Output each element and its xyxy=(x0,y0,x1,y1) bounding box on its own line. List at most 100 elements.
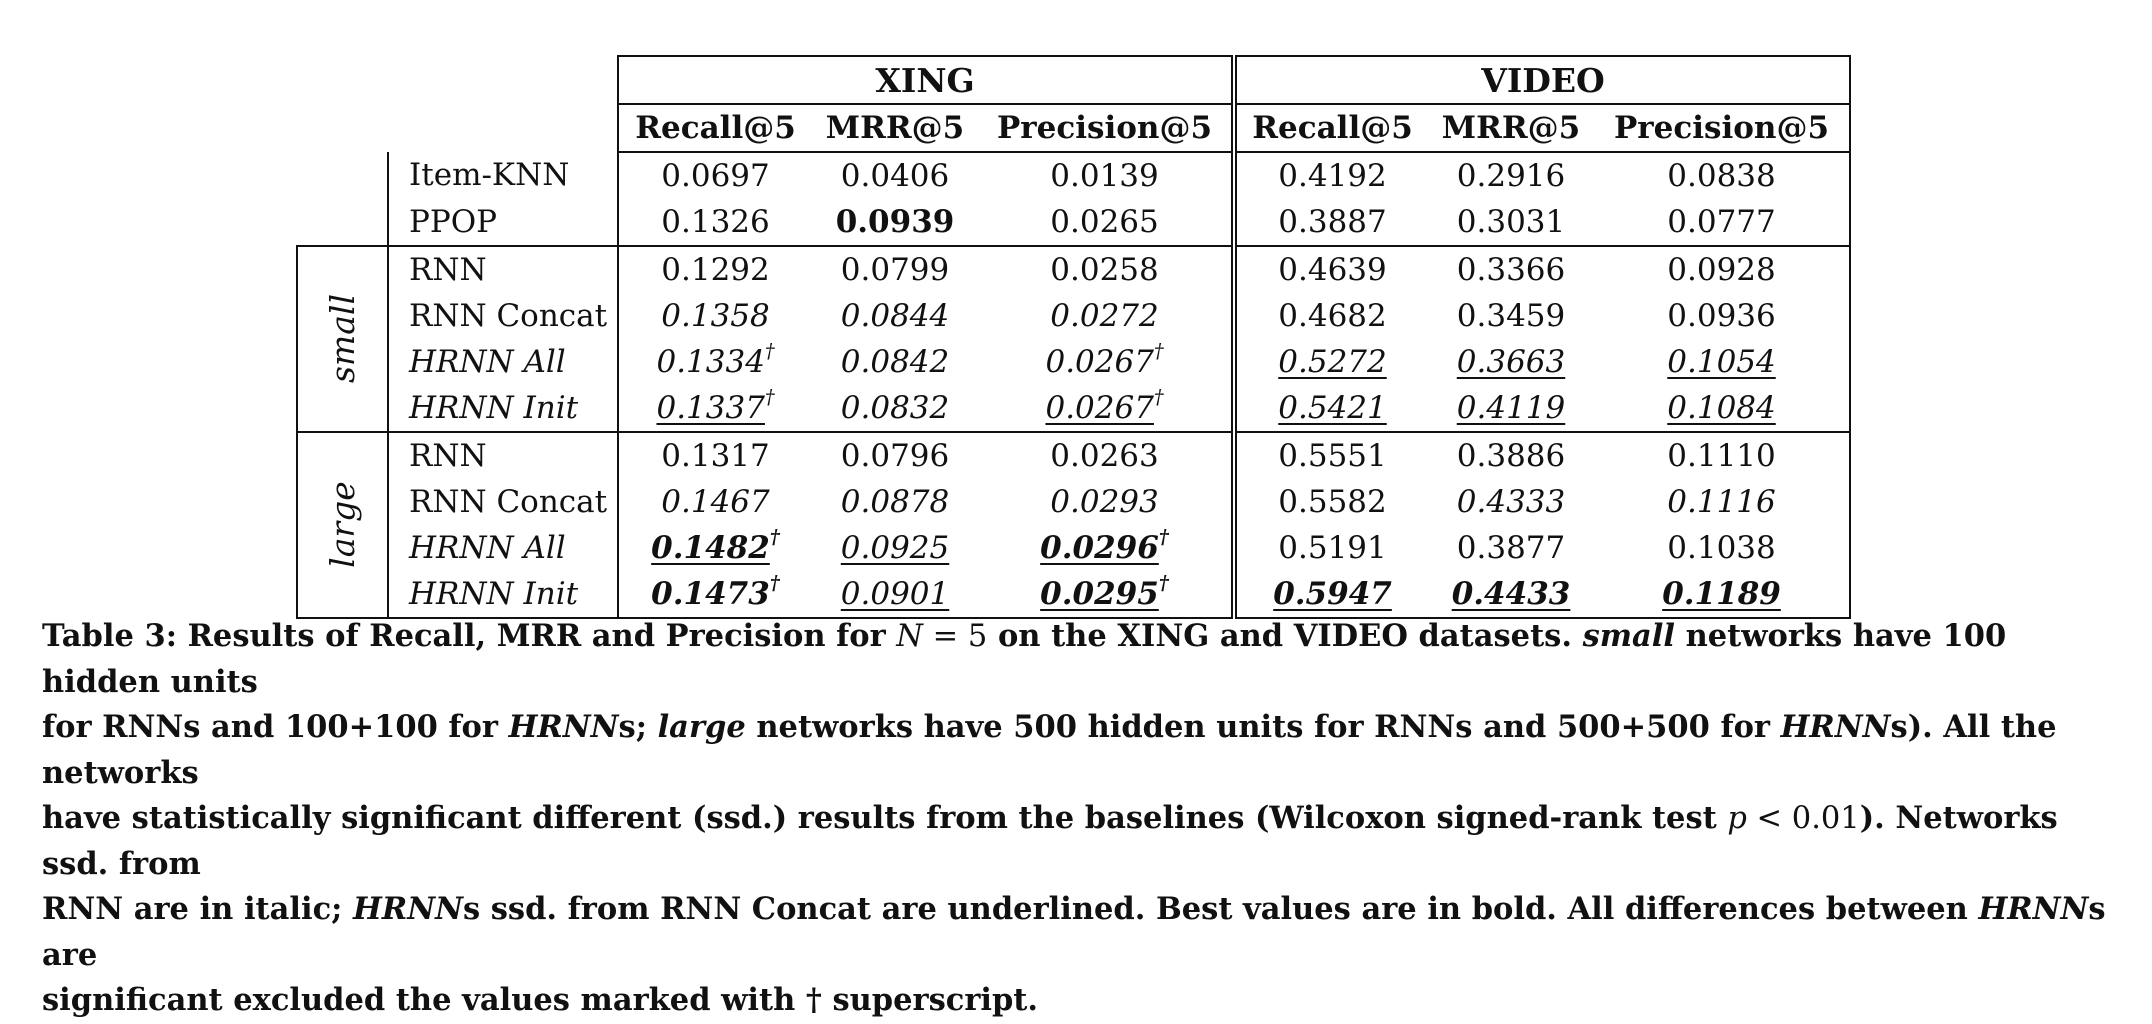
metric-header: Recall@5 xyxy=(1231,104,1429,153)
table-cell: 0.5421 xyxy=(1231,385,1429,432)
table-cell: 0.1038 xyxy=(1594,525,1852,571)
table-cell: 0.0844 xyxy=(840,297,950,334)
table-cell: 0.4639 xyxy=(1231,245,1429,293)
table-cell: 0.0139 xyxy=(1050,157,1159,194)
table-cell: 0.0936 xyxy=(1594,293,1852,339)
table-cell: 0.0878 xyxy=(840,483,950,520)
table-cell: 0.0832 xyxy=(840,389,950,426)
dataset-header-video: VIDEO xyxy=(1231,55,1852,105)
table-cell: 0.4119 xyxy=(1456,389,1566,426)
table-cell: 0.0267† xyxy=(1045,385,1164,426)
table-cell: 0.0406 xyxy=(840,157,950,194)
table-row: HRNN All 0.1334† 0.0842 0.0267† 0.5272 0… xyxy=(297,339,1852,385)
table-cell: 0.4333 xyxy=(1456,483,1566,520)
table-cell: 0.0296† xyxy=(1040,525,1169,566)
metric-header: Recall@5 xyxy=(617,104,813,153)
dataset-header-xing: XING xyxy=(617,55,1235,105)
metric-header: MRR@5 xyxy=(1428,104,1595,153)
table-cell: 0.0263 xyxy=(978,431,1235,479)
table-cell: 0.1337† xyxy=(617,385,813,432)
table-row: RNN Concat 0.1467 0.0878 0.0293 0.5582 0… xyxy=(297,479,1852,525)
row-label: PPOP xyxy=(387,199,619,246)
table-cell: 0.3877 xyxy=(1456,529,1566,566)
group-label-large: large xyxy=(295,431,389,619)
row-label: RNN Concat xyxy=(387,479,619,525)
table-row: HRNN All 0.1482† 0.0925 0.0296† 0.5191 0… xyxy=(297,525,1852,571)
metric-header: MRR@5 xyxy=(812,104,979,153)
row-label: HRNN All xyxy=(387,525,619,571)
table-cell: 0.0267† xyxy=(1045,339,1164,380)
table-cell: 0.0293 xyxy=(1050,483,1159,520)
row-label: Item-KNN xyxy=(387,152,619,199)
table-cell: 0.1334† xyxy=(617,339,813,385)
metric-header: Precision@5 xyxy=(1594,104,1852,153)
dagger-mark: † xyxy=(769,525,780,549)
row-label: HRNN All xyxy=(387,339,619,385)
table-row: Item-KNN 0.0697 0.0406 0.0139 0.4192 0.2… xyxy=(297,152,1852,199)
table-cell: 0.1358 xyxy=(617,293,813,339)
table-cell: 0.1084 xyxy=(1594,385,1852,432)
table-cell: 0.0939 xyxy=(835,203,955,240)
table-cell: 0.0265 xyxy=(1050,203,1159,240)
row-label: RNN xyxy=(387,245,619,293)
table-cell: 0.0928 xyxy=(1594,245,1852,293)
table-cell: 0.3366 xyxy=(1428,245,1595,293)
table-cell: 0.0258 xyxy=(978,245,1235,293)
table-cell: 0.1116 xyxy=(1594,479,1852,525)
table-cell: 0.4682 xyxy=(1231,293,1429,339)
table-cell: 0.1473† xyxy=(617,571,813,619)
results-table: XING VIDEO Recall@5 MRR@5 Precision@5 Re… xyxy=(295,55,1852,619)
row-label: RNN xyxy=(387,431,619,479)
table-caption: Table 3: Results of Recall, MRR and Prec… xyxy=(42,618,2106,1018)
table-cell: 0.0796 xyxy=(812,431,979,479)
table-cell: 0.1317 xyxy=(617,431,813,479)
table-cell: 0.1110 xyxy=(1594,431,1852,479)
table-cell: 0.2916 xyxy=(1456,157,1566,194)
dagger-mark: † xyxy=(764,385,775,409)
table-cell: 0.0838 xyxy=(1594,152,1852,199)
table-row: HRNN Init 0.1473† 0.0901 0.0295† 0.5947 … xyxy=(297,571,1852,619)
dagger-mark: † xyxy=(769,571,780,595)
table-cell: 0.5551 xyxy=(1231,431,1429,479)
table-cell: 0.3663 xyxy=(1456,343,1566,380)
table-cell: 0.1189 xyxy=(1594,571,1852,619)
table-cell: 0.5272 xyxy=(1231,339,1429,385)
table-cell: 0.3031 xyxy=(1456,203,1566,240)
table-row: PPOP 0.1326 0.0939 0.0265 0.3887 0.3031 … xyxy=(297,199,1852,246)
table-cell: 0.5191 xyxy=(1231,525,1429,571)
metric-header: Precision@5 xyxy=(978,104,1235,153)
group-label-small: small xyxy=(295,245,389,433)
row-label: HRNN Init xyxy=(387,385,619,432)
table-cell: 0.3886 xyxy=(1428,431,1595,479)
table-row: large RNN 0.1317 0.0796 0.0263 0.5551 0.… xyxy=(295,431,1852,619)
dagger-mark: † xyxy=(1153,339,1164,363)
table-cell: 0.0842 xyxy=(840,343,950,380)
dagger-mark: † xyxy=(1158,571,1169,595)
table-cell: 0.4192 xyxy=(1231,152,1429,199)
table-cell: 0.0925 xyxy=(840,529,950,566)
dagger-mark: † xyxy=(1158,525,1169,549)
table-cell: 0.1482† xyxy=(617,525,813,571)
table-cell: 0.0272 xyxy=(1050,297,1159,334)
table-cell: 0.5582 xyxy=(1231,479,1429,525)
row-label: HRNN Init xyxy=(387,571,619,619)
table-cell: 0.0777 xyxy=(1594,199,1852,246)
table-row: small RNN 0.1292 0.0799 0.0258 0.4639 0.… xyxy=(295,245,1852,433)
table-cell: 0.5947 xyxy=(1231,571,1429,619)
table-cell: 0.3887 xyxy=(1231,199,1429,246)
table-cell: 0.1467 xyxy=(617,479,813,525)
dagger-mark: † xyxy=(764,339,775,363)
paper-page: XING VIDEO Recall@5 MRR@5 Precision@5 Re… xyxy=(42,55,2106,1018)
table-row: RNN Concat 0.1358 0.0844 0.0272 0.4682 0… xyxy=(297,293,1852,339)
table-cell: 0.0799 xyxy=(812,245,979,293)
table-cell: 0.1292 xyxy=(617,245,813,293)
table-cell: 0.1326 xyxy=(617,199,813,246)
table-cell: 0.4433 xyxy=(1428,571,1595,619)
header-datasets-row: XING VIDEO xyxy=(297,55,1852,105)
dagger-mark: † xyxy=(1153,385,1164,409)
table-row: HRNN Init 0.1337† 0.0832 0.0267† 0.5421 … xyxy=(297,385,1852,432)
table-cell: 0.0901 xyxy=(812,571,979,619)
table-cell: 0.3459 xyxy=(1456,297,1566,334)
table-cell: 0.0295† xyxy=(978,571,1235,619)
table-cell: 0.0697 xyxy=(617,152,813,199)
